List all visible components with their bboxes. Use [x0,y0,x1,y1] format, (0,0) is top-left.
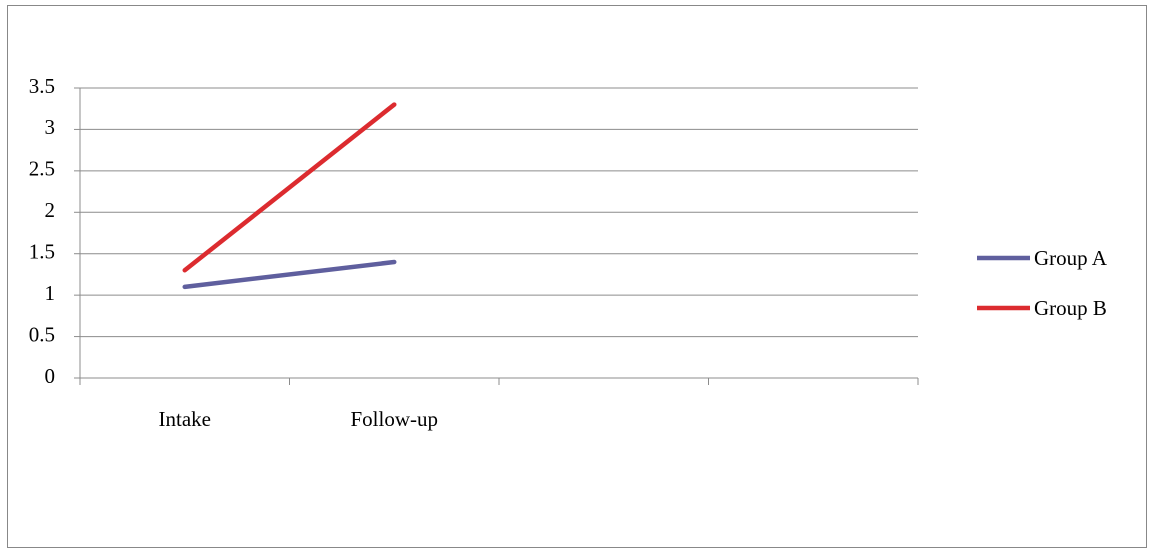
x-tick-label: Intake [159,407,211,431]
legend-label: Group B [1034,296,1107,320]
x-tick-label: Follow-up [350,407,438,431]
y-tick-label: 2 [45,198,56,222]
y-tick-label: 1 [45,281,56,305]
y-tick-label: 3.5 [29,74,55,98]
y-tick-label: 0.5 [29,322,55,346]
chart-frame [7,5,1147,548]
data-line [182,259,397,290]
y-tick-label: 0 [45,364,56,388]
legend-label: Group A [1034,246,1108,270]
y-tick-label: 3 [45,115,56,139]
y-tick-label: 1.5 [29,240,55,264]
data-line [182,102,397,273]
y-tick-label: 2.5 [29,157,55,181]
